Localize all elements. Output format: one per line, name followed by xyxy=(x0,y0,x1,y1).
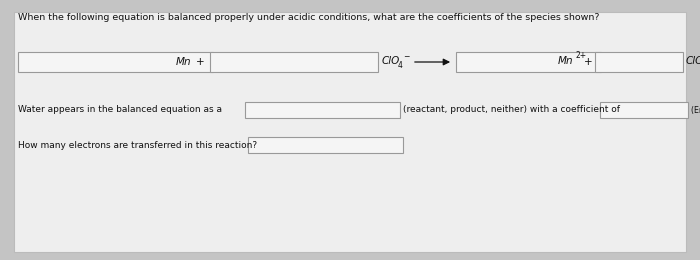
Bar xyxy=(600,102,688,118)
Text: Mn: Mn xyxy=(176,57,192,67)
Bar xyxy=(210,52,378,72)
Text: Mn: Mn xyxy=(558,56,573,66)
Text: 4: 4 xyxy=(398,62,403,70)
Bar xyxy=(248,137,403,153)
Text: +: + xyxy=(196,57,204,67)
Text: 2+: 2+ xyxy=(575,51,586,61)
Text: ClO: ClO xyxy=(686,56,700,66)
Text: Water appears in the balanced equation as a: Water appears in the balanced equation a… xyxy=(18,106,222,114)
Text: When the following equation is balanced properly under acidic conditions, what a: When the following equation is balanced … xyxy=(18,13,599,22)
Text: −: − xyxy=(403,53,410,62)
Text: ClO: ClO xyxy=(382,56,400,66)
Text: (reactant, product, neither) with a coefficient of: (reactant, product, neither) with a coef… xyxy=(403,106,620,114)
Bar xyxy=(595,52,683,72)
Text: +: + xyxy=(584,57,593,67)
Bar xyxy=(245,102,400,118)
Bar xyxy=(18,52,213,72)
Text: (Enter 0 for neither): (Enter 0 for neither) xyxy=(691,106,700,114)
Text: How many electrons are transferred in this reaction?: How many electrons are transferred in th… xyxy=(18,140,257,150)
Bar xyxy=(456,52,601,72)
